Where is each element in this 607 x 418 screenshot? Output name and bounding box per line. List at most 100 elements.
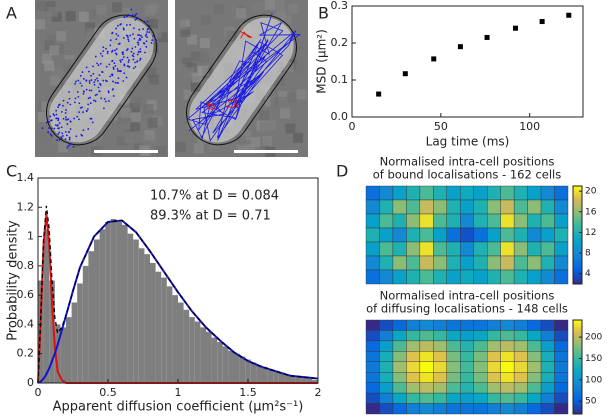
colorbar-step: [573, 369, 582, 373]
colorbar-step: [573, 259, 582, 263]
colorbar-step: [573, 383, 582, 387]
localisation: [90, 79, 93, 81]
colorbar-step: [573, 193, 582, 197]
localisation: [99, 82, 101, 85]
localisation: [111, 32, 113, 35]
localisation: [88, 82, 91, 84]
heatmap-cell: [419, 241, 434, 257]
heatmap-cell: [392, 255, 407, 271]
heatmap-cell: [433, 382, 448, 394]
heatmap-cell: [500, 392, 515, 404]
micrograph-pixel: [52, 67, 63, 78]
localisation: [116, 68, 119, 70]
micrograph-pixel: [94, 140, 105, 151]
heatmap-cell: [487, 392, 501, 404]
localisation: [68, 136, 71, 139]
heatmap-cell: [365, 361, 380, 373]
heatmap-cell: [513, 392, 528, 404]
localisation: [74, 97, 77, 100]
colorbar-step: [573, 406, 582, 410]
histogram-bar: [245, 359, 251, 383]
localisation: [109, 39, 112, 42]
localisation: [75, 135, 78, 138]
colorbar-step: [573, 186, 582, 189]
micrograph-pixel: [35, 134, 46, 145]
heatmap-cell: [554, 185, 569, 201]
micrograph-pixel: [96, 4, 107, 15]
micrograph-pixel: [44, 60, 55, 71]
localisation: [132, 67, 135, 70]
localisation: [87, 103, 90, 106]
heatmap-cell: [500, 330, 515, 342]
heatmap-cell: [406, 185, 421, 201]
heatmap-cell: [554, 403, 569, 415]
heatmap-cell: [365, 269, 380, 285]
heatmap-cell: [460, 361, 474, 373]
heatmap-cell: [419, 255, 434, 271]
localisation: [76, 91, 79, 93]
fit-line: [37, 205, 319, 384]
histogram-bar: [217, 342, 223, 383]
localisation: [112, 66, 115, 69]
colorbar-step: [573, 371, 582, 375]
micrograph-pixel: [190, 81, 201, 92]
localisation: [122, 37, 125, 39]
micrograph-pixel: [51, 11, 62, 22]
heatmap-cell: [527, 392, 542, 404]
localisation: [134, 46, 137, 48]
heatmap-cell: [513, 382, 528, 394]
colorbar-step: [573, 322, 582, 326]
localisation: [122, 56, 125, 58]
localisation: [132, 58, 135, 61]
heatmap-cell: [433, 319, 448, 331]
localisation: [92, 65, 94, 68]
colorbar-frame: [572, 185, 583, 285]
heatmap-cell: [554, 255, 569, 271]
heatmap-cell: [487, 185, 501, 201]
localisation: [103, 98, 106, 100]
localisation: [100, 97, 103, 100]
heatmap-cell: [365, 213, 380, 229]
micrograph-pixel: [253, 2, 264, 13]
localisation: [116, 82, 119, 84]
colorbar-tick-label: 16: [585, 207, 597, 217]
localisation: [115, 38, 118, 41]
localisation: [102, 50, 105, 53]
localisation: [127, 14, 130, 17]
heatmap-cell: [433, 213, 448, 229]
histogram-bar: [116, 221, 122, 383]
y-tick-label: 1.4: [17, 171, 35, 184]
localisation: [62, 135, 64, 137]
histogram-bar: [239, 356, 246, 383]
localisation: [60, 110, 63, 113]
heatmap-cell: [419, 340, 434, 352]
micrograph-pixel: [107, 110, 118, 121]
localisation: [120, 23, 122, 25]
micrograph-pixel: [35, 19, 46, 30]
localisation: [122, 80, 125, 82]
micrograph-pixel: [207, 47, 218, 58]
localisation: [55, 113, 58, 116]
colorbar-step: [573, 343, 582, 347]
heatmap-cell: [487, 255, 501, 271]
heatmap-cell: [379, 213, 394, 229]
colorbar-step: [573, 244, 582, 248]
histogram-bar: [189, 317, 195, 383]
localisation: [138, 28, 141, 31]
heatmap-cell: [540, 340, 555, 352]
colorbar-step: [573, 198, 582, 202]
localisation: [82, 77, 85, 80]
heatmap-cell: [406, 340, 421, 352]
x-tick-label: 50: [434, 120, 448, 133]
heatmap-cell: [513, 330, 528, 342]
colorbar-step: [573, 195, 582, 199]
heatmap-cell: [540, 319, 555, 331]
micrograph-pixel: [213, 4, 224, 15]
heatmap-cell: [540, 199, 555, 215]
localisation: [117, 70, 119, 72]
heatmap-cell: [433, 403, 448, 415]
colorbar-step: [573, 324, 582, 328]
heatmap-cell: [554, 330, 569, 342]
localisation: [72, 145, 75, 148]
heatmap-cell: [446, 340, 461, 352]
